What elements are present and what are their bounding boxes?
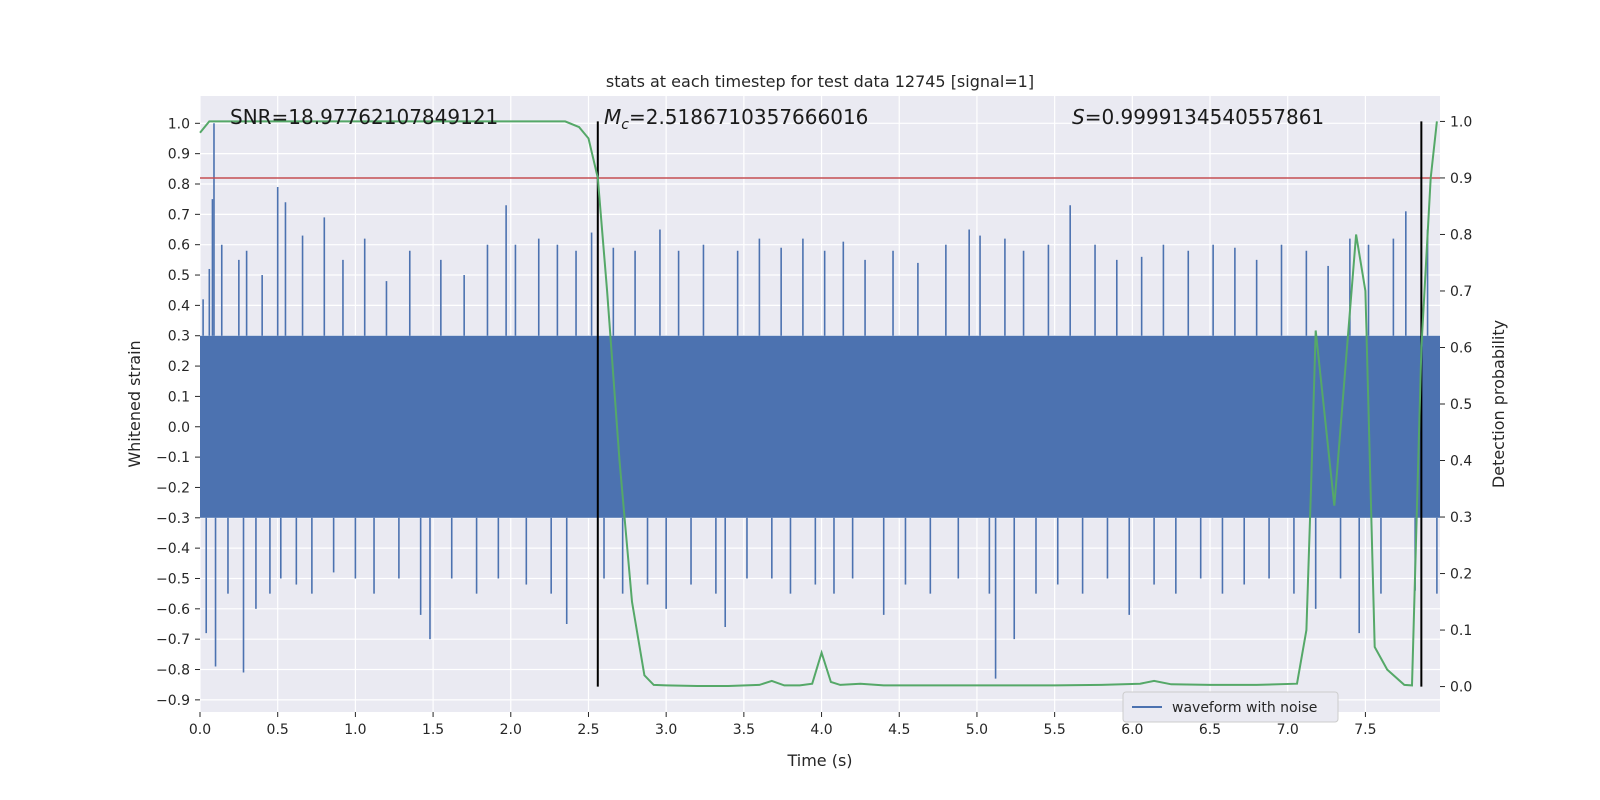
x-tick-label-12: 6.0 [1121,722,1143,738]
y-right-tick-label-5: 0.5 [1450,397,1472,413]
y-left-tick-label-8: 0.2 [168,359,190,375]
y-left-axis-title: Whitened strain [125,340,144,467]
y-left-tick-label-9: 0.1 [168,389,190,405]
x-tick-label-2: 1.0 [344,722,366,738]
x-tick-label-9: 4.5 [888,722,910,738]
x-tick-label-10: 5.0 [966,722,988,738]
y-left-tick-label-0: 1.0 [168,116,190,132]
y-left-tick-label-10: 0.0 [168,420,190,436]
y-left-tick-label-3: 0.7 [168,207,190,223]
y-left-tick-label-4: 0.6 [168,238,190,254]
mc-subscript: c [621,117,629,133]
y-right-tick-label-3: 0.7 [1450,284,1472,300]
x-tick-label-11: 5.5 [1044,722,1066,738]
x-tick-label-6: 3.0 [655,722,677,738]
y-right-tick-label-2: 0.8 [1450,227,1472,243]
y-right-axis-title: Detection probability [1489,320,1508,488]
legend-box [1122,691,1339,723]
y-right-tick-label-9: 0.1 [1450,623,1472,639]
y-right-tick-label-1: 0.9 [1450,171,1472,187]
y-left-tick-label-16: −0.6 [156,602,190,618]
legend: waveform with noise [1122,691,1339,723]
x-tick-label-15: 7.5 [1354,722,1376,738]
s-symbol: S [1072,105,1085,129]
snr-annotation: SNR=18.97762107849121 [230,105,498,129]
x-tick-label-14: 7.0 [1277,722,1299,738]
y-left-tick-label-18: −0.8 [156,663,190,679]
s-value: =0.9999134540557861 [1085,105,1324,129]
x-axis-ticks: 0.0 0.5 1.0 1.5 2.0 2.5 3.0 3.5 4.0 4.5 5.0 5.5 6.0 6… [189,712,1377,738]
probability-line [199,120,1438,687]
x-tick-label-8: 4.0 [810,722,832,738]
y-left-tick-label-13: −0.3 [156,511,190,527]
mc-value: =2.5186710357666016 [629,105,868,129]
mc-annotation: Mc=2.5186710357666016 [604,105,868,133]
y-right-tick-label-4: 0.6 [1450,340,1472,356]
x-axis-title: Time (s) [786,751,852,770]
y-right-tick-label-10: 0.0 [1450,680,1472,696]
y-right-tick-label-0: 1.0 [1450,114,1472,130]
s-annotation: S=0.9999134540557861 [1072,105,1324,129]
y-left-tick-label-7: 0.3 [168,329,190,345]
waveform-series [200,123,1440,679]
y-left-tick-label-5: 0.5 [168,268,190,284]
x-tick-label-5: 2.5 [577,722,599,738]
x-tick-label-3: 1.5 [422,722,444,738]
y-left-tick-label-19: −0.9 [156,693,190,709]
y-right-tick-label-8: 0.2 [1450,567,1472,583]
y-left-tick-label-11: −0.1 [156,450,190,466]
x-tick-label-0: 0.0 [189,722,211,738]
y-right-tick-label-7: 0.3 [1450,510,1472,526]
y-left-tick-label-1: 0.9 [168,147,190,163]
chart-title: stats at each timestep for test data 127… [606,72,1034,91]
x-tick-label-13: 6.5 [1199,722,1221,738]
x-tick-label-4: 2.0 [500,722,522,738]
y-left-axis-ticks: 1.0 0.9 0.8 0.7 0.6 0.5 0.4 0.3 0.2 0.1 0.0 −0.1 −0.… [156,116,200,709]
y-left-tick-label-2: 0.8 [168,177,190,193]
y-left-tick-label-6: 0.4 [168,298,190,314]
mc-symbol: M [604,105,621,129]
y-left-tick-label-12: −0.2 [156,480,190,496]
waveform-noise-band [200,335,1440,518]
y-left-tick-label-15: −0.5 [156,571,190,587]
y-left-tick-label-17: −0.7 [156,632,190,648]
x-tick-label-7: 3.5 [733,722,755,738]
x-tick-label-1: 0.5 [267,722,289,738]
legend-label: waveform with noise [1172,700,1317,716]
y-left-tick-label-14: −0.4 [156,541,190,557]
y-right-axis-ticks: 1.0 0.9 0.8 0.7 0.6 0.5 0.4 0.3 0.2 0.1 0.0 [1440,114,1472,696]
y-right-tick-label-6: 0.4 [1450,454,1472,470]
